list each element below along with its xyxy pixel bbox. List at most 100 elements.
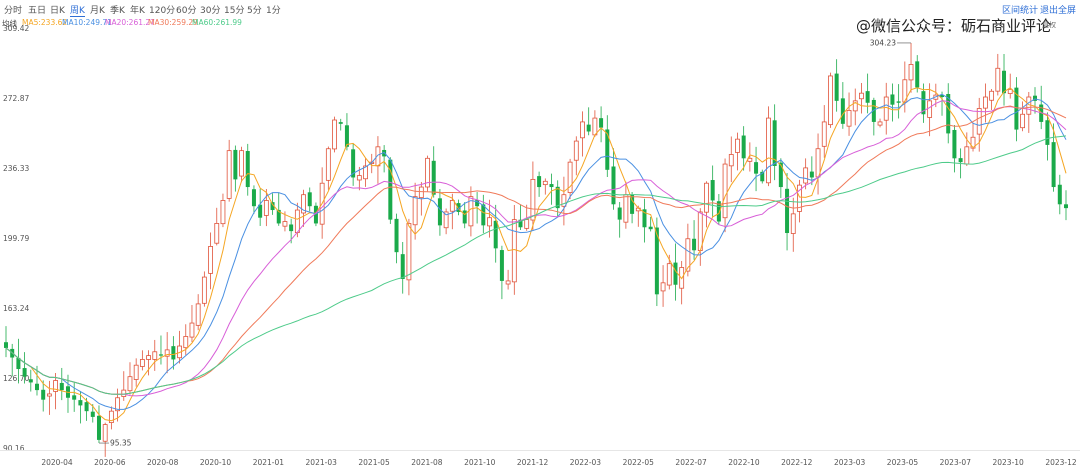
candle xyxy=(1057,174,1062,215)
period-tab-1[interactable]: 五日 xyxy=(28,6,47,16)
candle xyxy=(666,254,672,290)
x-tick-label: 2023-07 xyxy=(940,458,972,467)
y-tick-label: 199.79 xyxy=(3,234,29,243)
candle xyxy=(139,350,145,371)
ma-line-ma60 xyxy=(5,135,1067,395)
candle xyxy=(251,185,256,214)
candle xyxy=(493,204,498,263)
toolbar-link-0[interactable]: 区间统计 xyxy=(1002,6,1039,16)
period-tab-3[interactable]: 周K xyxy=(70,3,85,17)
candle xyxy=(437,188,442,236)
candle xyxy=(754,146,759,192)
ma-legend-item-4: MA60:261.99 xyxy=(192,18,242,27)
period-tab-5[interactable]: 季K xyxy=(110,6,125,16)
ma-legend-item-0: MA5:233.62 xyxy=(22,18,68,27)
candle xyxy=(363,158,368,187)
toolbar-link-1[interactable]: 退出全屏 xyxy=(1040,6,1077,16)
candle xyxy=(840,82,845,129)
candle xyxy=(654,217,659,307)
candle xyxy=(605,115,610,178)
x-tick-label: 2021-01 xyxy=(253,458,285,467)
candle xyxy=(152,339,158,371)
y-tick-label: 90.16 xyxy=(3,444,25,453)
ma-legend: 均线 MA5:233.62 MA10:249.71 MA20:261.27 MA30:2… xyxy=(0,17,700,29)
candle xyxy=(394,213,399,264)
candle xyxy=(158,335,163,365)
candle xyxy=(679,260,685,305)
low-annotation: 95.35 xyxy=(98,439,132,448)
x-tick-label: 2022-03 xyxy=(570,458,602,467)
candle xyxy=(388,157,393,224)
candle xyxy=(1051,123,1056,192)
x-tick-label: 2020-10 xyxy=(200,458,232,467)
period-tab-2[interactable]: 日K xyxy=(50,6,65,16)
x-tick-label: 2021-03 xyxy=(306,458,338,467)
candle xyxy=(375,136,381,184)
candle xyxy=(1026,91,1032,133)
candle xyxy=(890,83,895,122)
candle xyxy=(871,97,876,136)
period-tab-8[interactable]: 60分 xyxy=(176,6,197,16)
y-axis-labels: 309.42 272.87 236.33 199.79 163.24 126.70 90.1… xyxy=(3,24,29,453)
high-annotation-label: 304.23 xyxy=(870,38,896,47)
candle xyxy=(883,82,889,135)
candle xyxy=(263,188,269,227)
period-tab-10[interactable]: 15分 xyxy=(224,6,245,16)
candle xyxy=(10,343,15,377)
candle xyxy=(692,220,697,260)
candle xyxy=(648,216,653,232)
candle xyxy=(797,179,802,223)
candle xyxy=(1007,73,1013,99)
candle xyxy=(611,148,616,210)
candle xyxy=(233,145,238,192)
ma-legend-label: 均线 xyxy=(2,19,17,28)
period-tab-11[interactable]: 5分 xyxy=(247,6,262,16)
period-tab-6[interactable]: 年K xyxy=(130,6,145,16)
ma-line-ma5 xyxy=(5,87,1067,422)
adjust-toggle[interactable]: 复权 xyxy=(1042,21,1056,29)
candle xyxy=(121,371,127,401)
candle xyxy=(617,202,622,238)
candle xyxy=(1014,77,1019,142)
candle xyxy=(946,83,951,144)
candle xyxy=(208,232,213,290)
candle xyxy=(821,105,827,158)
candle xyxy=(697,208,703,266)
candle xyxy=(642,198,647,243)
candle xyxy=(927,83,933,137)
candle xyxy=(481,194,486,234)
annotations: 304.23 95.35 xyxy=(98,38,912,448)
candle xyxy=(623,181,629,229)
candle xyxy=(1045,112,1050,161)
candle xyxy=(859,82,864,114)
x-tick-label: 2023-12 xyxy=(1045,458,1077,467)
candle xyxy=(468,186,474,237)
candle xyxy=(220,193,226,228)
period-tab-9[interactable]: 30分 xyxy=(200,6,221,16)
candle xyxy=(338,118,343,131)
period-tab-7[interactable]: 120分 xyxy=(149,6,176,16)
candle xyxy=(710,165,715,218)
high-annotation: 304.23 xyxy=(870,38,912,47)
candle xyxy=(16,338,21,384)
candle xyxy=(214,207,220,246)
candle xyxy=(815,133,821,195)
candle xyxy=(549,173,554,205)
candle xyxy=(356,166,362,191)
y-tick-label: 272.87 xyxy=(3,94,29,103)
x-tick-label: 2021-10 xyxy=(464,458,496,467)
candle xyxy=(133,358,139,387)
candle xyxy=(1064,190,1068,221)
period-tab-12[interactable]: 1分 xyxy=(266,6,281,16)
candle xyxy=(41,380,46,412)
candle xyxy=(989,88,995,111)
candle xyxy=(189,305,195,343)
candle xyxy=(915,55,920,93)
candle xyxy=(555,180,560,217)
candle xyxy=(537,171,542,197)
period-tab-4[interactable]: 月K xyxy=(90,6,105,16)
period-tab-0[interactable]: 分时 xyxy=(4,6,23,16)
candle xyxy=(59,367,64,401)
candle xyxy=(443,208,449,235)
